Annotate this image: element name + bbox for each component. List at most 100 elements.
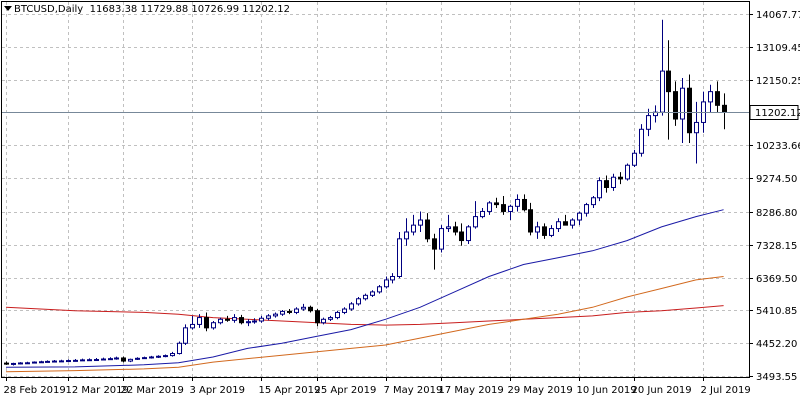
candle[interactable]: [528, 202, 533, 236]
candle[interactable]: [4, 361, 9, 365]
candle[interactable]: [459, 223, 464, 246]
candle[interactable]: [328, 315, 333, 322]
candle[interactable]: [632, 149, 637, 167]
candle[interactable]: [522, 194, 527, 212]
candle[interactable]: [370, 290, 375, 298]
candle[interactable]: [114, 356, 119, 360]
candle[interactable]: [515, 194, 520, 212]
candle[interactable]: [204, 312, 209, 332]
candle[interactable]: [542, 223, 547, 239]
candle[interactable]: [487, 201, 492, 215]
candle[interactable]: [425, 213, 430, 243]
candle[interactable]: [266, 314, 271, 321]
candle[interactable]: [149, 355, 154, 359]
candle[interactable]: [446, 214, 451, 232]
candle[interactable]: [25, 361, 30, 365]
candle[interactable]: [94, 357, 99, 362]
candle[interactable]: [232, 314, 237, 323]
candle[interactable]: [356, 297, 361, 306]
candle[interactable]: [577, 211, 582, 226]
candle[interactable]: [604, 175, 609, 193]
candle[interactable]: [211, 321, 216, 330]
candle[interactable]: [397, 231, 402, 279]
candle[interactable]: [108, 357, 113, 361]
candle[interactable]: [52, 360, 57, 363]
candle[interactable]: [584, 202, 589, 217]
candle[interactable]: [73, 359, 78, 362]
candle[interactable]: [625, 163, 630, 181]
candle[interactable]: [294, 307, 299, 315]
candle[interactable]: [708, 84, 713, 113]
candle[interactable]: [439, 225, 444, 253]
candle[interactable]: [18, 362, 23, 365]
candle[interactable]: [611, 173, 616, 191]
candle[interactable]: [190, 315, 195, 330]
candle[interactable]: [473, 201, 478, 229]
candle[interactable]: [556, 218, 561, 232]
candle[interactable]: [480, 208, 485, 219]
candle[interactable]: [128, 358, 133, 363]
candle[interactable]: [142, 356, 147, 360]
candle[interactable]: [45, 360, 50, 363]
candle[interactable]: [80, 358, 85, 362]
candle[interactable]: [308, 305, 313, 313]
candle[interactable]: [673, 81, 678, 126]
candle[interactable]: [453, 221, 458, 236]
candle[interactable]: [535, 221, 540, 239]
candle[interactable]: [377, 285, 382, 294]
candle[interactable]: [549, 225, 554, 238]
candle[interactable]: [273, 312, 278, 318]
candle[interactable]: [252, 318, 257, 324]
candle[interactable]: [591, 196, 596, 209]
candle[interactable]: [335, 310, 340, 320]
candle[interactable]: [680, 77, 685, 143]
candle[interactable]: [715, 81, 720, 113]
candle[interactable]: [384, 276, 389, 289]
candle[interactable]: [135, 357, 140, 361]
candle[interactable]: [87, 358, 92, 362]
candle[interactable]: [342, 307, 347, 315]
candle[interactable]: [494, 197, 499, 209]
candle[interactable]: [501, 196, 506, 215]
candle[interactable]: [59, 359, 64, 363]
candle[interactable]: [418, 211, 423, 232]
candle[interactable]: [315, 309, 320, 327]
candle[interactable]: [287, 309, 292, 315]
candle[interactable]: [646, 108, 651, 137]
candle[interactable]: [101, 357, 106, 361]
candle[interactable]: [570, 218, 575, 229]
candle[interactable]: [183, 324, 188, 345]
candle[interactable]: [177, 341, 182, 355]
candle[interactable]: [466, 225, 471, 244]
dropdown-triangle-icon[interactable]: [4, 6, 12, 11]
candle[interactable]: [666, 40, 671, 140]
candle[interactable]: [11, 362, 16, 366]
candle[interactable]: [246, 319, 251, 327]
candle[interactable]: [432, 233, 437, 270]
candle[interactable]: [197, 314, 202, 328]
candle[interactable]: [321, 317, 326, 325]
candle[interactable]: [66, 359, 71, 363]
candle[interactable]: [597, 177, 602, 202]
candle[interactable]: [280, 310, 285, 316]
candle[interactable]: [163, 354, 168, 358]
candle[interactable]: [404, 218, 409, 246]
candle[interactable]: [259, 315, 264, 323]
candle[interactable]: [301, 303, 306, 311]
candle[interactable]: [508, 204, 513, 221]
candle[interactable]: [687, 74, 692, 143]
candle[interactable]: [121, 356, 126, 363]
candle[interactable]: [225, 315, 230, 322]
candle[interactable]: [39, 360, 44, 364]
candle[interactable]: [349, 302, 354, 311]
candle[interactable]: [563, 214, 568, 226]
candle[interactable]: [156, 355, 161, 358]
candle[interactable]: [390, 273, 395, 284]
candle[interactable]: [218, 317, 223, 325]
candle[interactable]: [239, 314, 244, 325]
candle[interactable]: [639, 124, 644, 157]
candle[interactable]: [411, 214, 416, 236]
candle[interactable]: [170, 351, 175, 357]
